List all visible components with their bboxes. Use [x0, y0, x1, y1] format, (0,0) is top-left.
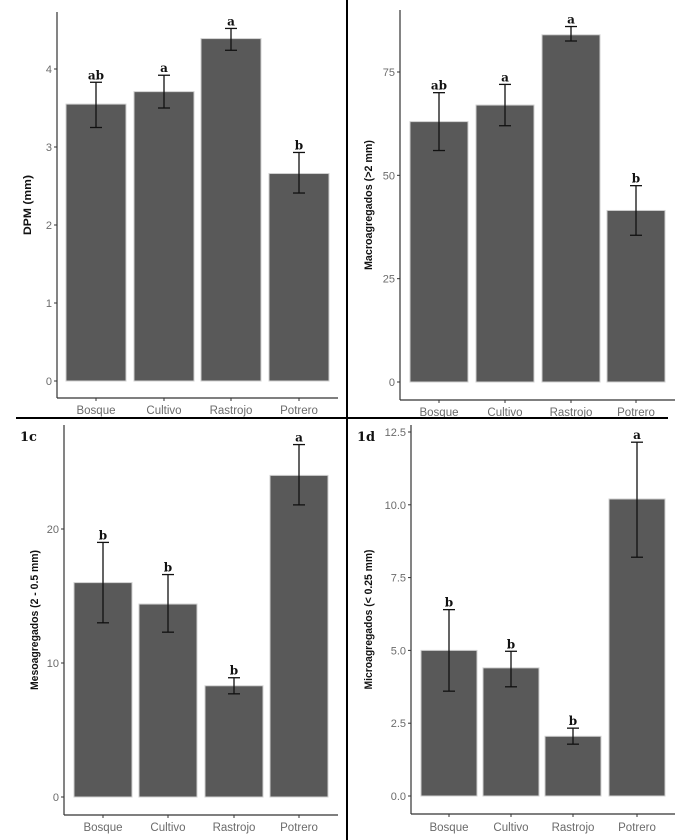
x-tick-label: Rastrojo	[210, 405, 253, 417]
bar-cultivo	[138, 603, 198, 798]
x-tick-label: Rastrojo	[552, 822, 595, 834]
y-tick-label: 4	[46, 64, 52, 76]
significance-label: ab	[88, 68, 104, 82]
error-bar	[499, 83, 511, 127]
significance-label: b	[164, 561, 172, 575]
y-tick-label: 10.0	[385, 500, 406, 512]
y-tick-label: 25	[383, 274, 395, 286]
y-tick-label: 0	[389, 377, 395, 389]
y-tick-label: 5.0	[391, 645, 406, 657]
error-bar	[225, 27, 237, 51]
error-bar	[443, 608, 455, 692]
y-tick-label: 2	[46, 220, 52, 232]
y-tick-label: 7.5	[391, 573, 406, 585]
y-tick-label: 50	[383, 170, 395, 182]
significance-label: b	[295, 138, 303, 152]
x-tick-label: Bosque	[83, 822, 122, 834]
y-tick-label: 10	[47, 658, 59, 670]
x-tick-label: Bosque	[419, 407, 458, 419]
chart-panel-2: ab Bosque a Cultivo a Rastrojo b Potrero 0 25 50 75…	[363, 10, 675, 419]
y-axis-title: Mesoagregados (2 - 0.5 mm)	[29, 550, 41, 690]
x-tick-label: Rastrojo	[550, 407, 593, 419]
y-tick-label: 75	[383, 67, 395, 79]
x-tick-label: Cultivo	[150, 822, 185, 834]
error-bar	[433, 92, 445, 152]
x-tick-label: Cultivo	[146, 405, 181, 417]
significance-label: ab	[431, 79, 447, 93]
panel-label: 1c	[20, 430, 37, 445]
bar-cultivo	[133, 91, 195, 382]
error-bar	[567, 727, 579, 745]
significance-label: a	[501, 70, 509, 84]
x-tick-label: Potrero	[280, 405, 318, 417]
x-tick-label: Potrero	[618, 822, 656, 834]
bar-rastrojo	[204, 685, 264, 798]
y-tick-label: 0.0	[391, 791, 406, 803]
error-bar	[228, 677, 240, 695]
bar-rastrojo	[541, 34, 601, 383]
bar-potrero	[268, 173, 330, 382]
x-tick-label: Rastrojo	[213, 822, 256, 834]
bar-cultivo	[482, 667, 540, 797]
error-bar	[97, 541, 109, 624]
x-tick-label: Potrero	[280, 822, 318, 834]
significance-label: a	[160, 61, 168, 75]
x-tick-label: Potrero	[617, 407, 655, 419]
bar-rastrojo	[200, 38, 262, 382]
bar-cultivo	[475, 104, 535, 383]
y-axis-title: Macroagregados (>2 mm)	[363, 140, 375, 270]
error-bar	[158, 74, 170, 109]
panel-label: 1d	[357, 430, 375, 445]
significance-label: a	[227, 14, 235, 28]
y-tick-label: 2.5	[391, 718, 406, 730]
significance-label: a	[567, 13, 575, 27]
error-bar	[631, 441, 643, 558]
bar-potrero	[606, 209, 666, 383]
error-bar	[162, 573, 174, 633]
bar-potrero	[269, 474, 329, 798]
chart-panel-4: b Bosque b Cultivo b Rastrojo a Potrero 0.0 2.5 5.…	[357, 425, 675, 834]
significance-label: b	[445, 596, 453, 610]
significance-label: b	[99, 528, 107, 542]
error-bar	[565, 25, 577, 42]
error-bar	[293, 443, 305, 506]
y-tick-label: 1	[46, 298, 52, 310]
chart-panel-1: ab Bosque a Cultivo a Rastrojo b Potrero 0 1 2 3 4 DP…	[22, 12, 338, 417]
bar-bosque	[65, 103, 127, 382]
chart-panel-3: b Bosque b Cultivo b Rastrojo a Potrero 0 10 20 Mes…	[20, 425, 338, 834]
y-tick-label: 0	[46, 376, 52, 388]
x-tick-label: Cultivo	[487, 407, 522, 419]
y-axis-title: Microagregados (< 0.25 mm)	[363, 549, 375, 689]
bar-rastrojo	[544, 735, 602, 797]
significance-label: b	[632, 172, 640, 186]
y-tick-label: 3	[46, 142, 52, 154]
x-tick-label: Bosque	[429, 822, 468, 834]
y-tick-label: 12.5	[385, 427, 406, 439]
y-axis-title: DPM (mm)	[22, 175, 34, 235]
significance-label: a	[633, 428, 641, 442]
significance-label: b	[569, 714, 577, 728]
bar-bosque	[409, 121, 469, 383]
error-bar	[90, 81, 102, 129]
significance-label: b	[507, 637, 515, 651]
x-tick-label: Cultivo	[493, 822, 528, 834]
y-tick-label: 0	[53, 792, 59, 804]
x-tick-label: Bosque	[76, 405, 115, 417]
error-bar	[293, 151, 305, 194]
error-bar	[630, 185, 642, 236]
significance-label: a	[295, 431, 303, 445]
error-bar	[505, 650, 517, 688]
significance-label: b	[230, 664, 238, 678]
y-tick-label: 20	[47, 524, 59, 536]
